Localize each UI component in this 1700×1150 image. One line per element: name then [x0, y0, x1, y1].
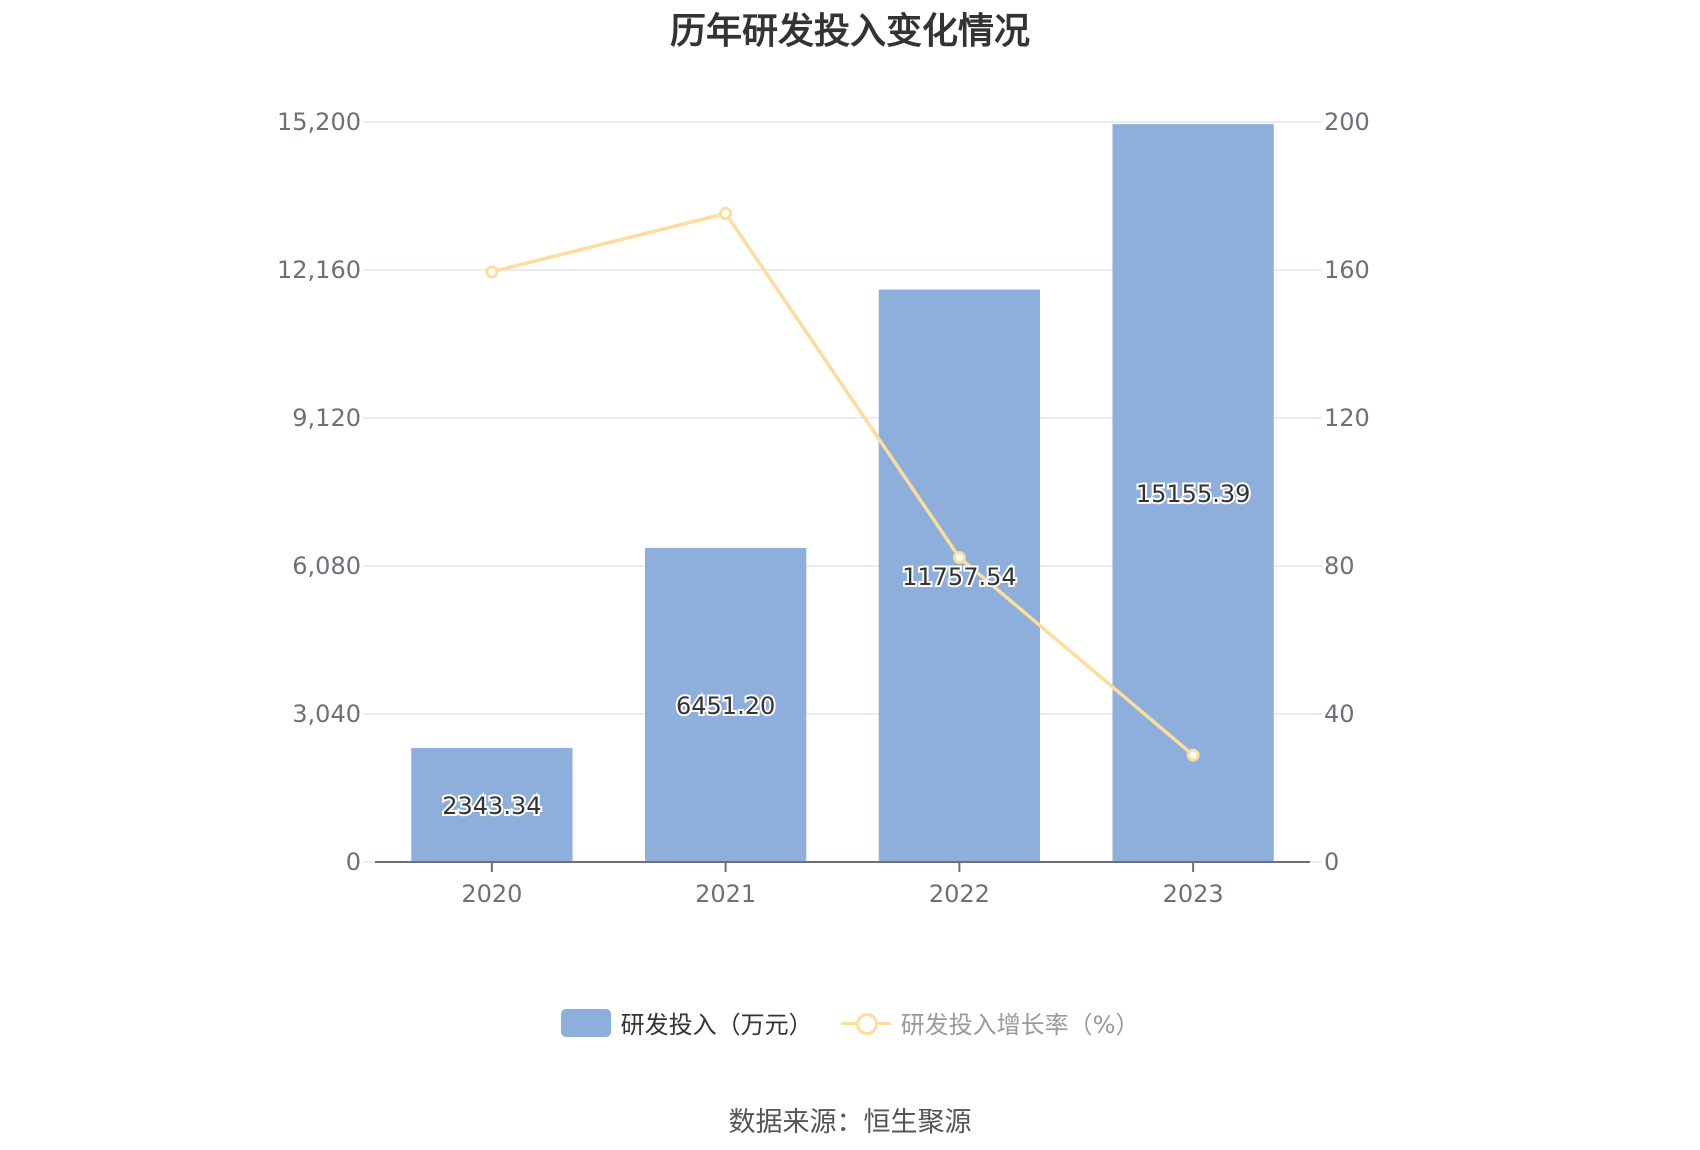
bar-data-label: 2343.34 — [442, 792, 541, 820]
legend: 研发投入（万元） 研发投入增长率（%） — [0, 1005, 1700, 1040]
legend-line-swatch — [840, 1009, 891, 1037]
growth-rate-point — [485, 265, 499, 279]
legend-label-rd-investment: 研发投入（万元） — [620, 1011, 813, 1039]
y-left-tick-label: 12,160 — [277, 256, 361, 284]
bar — [878, 289, 1041, 862]
growth-rate-point — [719, 206, 733, 220]
growth-rate-line — [491, 211, 1195, 757]
line-layer — [485, 206, 1200, 762]
legend-bar-swatch — [560, 1008, 611, 1037]
y-left-tick-label: 6,080 — [292, 552, 361, 580]
source-note: 数据来源：恒生聚源 — [728, 1107, 972, 1138]
axis-layer: 0 0 3,040 40 6,080 80 9,120 120 12,160 160 15,200 2… — [277, 108, 1370, 908]
chart-title: 历年研发投入变化情况 — [669, 11, 1030, 52]
y-left-tick-label: 0 — [346, 848, 361, 876]
x-tick-label: 2022 — [929, 880, 990, 908]
y-left-tick-label: 15,200 — [277, 108, 361, 136]
bar-data-label: 6451.20 — [676, 692, 775, 720]
x-tick-label: 2023 — [1163, 880, 1224, 908]
y-left-tick-label: 3,040 — [292, 700, 361, 728]
growth-rate-point — [952, 550, 966, 564]
y-right-tick-label: 40 — [1324, 700, 1355, 728]
legend-label-growth-rate: 研发投入增长率（%） — [900, 1011, 1140, 1039]
legend-item-growth-rate[interactable]: 研发投入增长率（%） — [840, 1005, 1140, 1040]
growth-rate-point — [1186, 748, 1200, 762]
y-left-tick-label: 9,120 — [292, 404, 361, 432]
label-layer: 2343.34 6451.20 11757.54 15155.39 — [440, 478, 1252, 822]
bar — [1112, 124, 1274, 862]
y-right-tick-label: 80 — [1324, 552, 1355, 580]
y-right-tick-label: 160 — [1324, 256, 1370, 284]
bar — [644, 547, 807, 862]
bar-data-label: 11757.54 — [902, 563, 1017, 591]
x-tick-label: 2021 — [695, 880, 756, 908]
y-right-tick-label: 120 — [1324, 404, 1370, 432]
y-right-tick-label: 0 — [1324, 848, 1339, 876]
bar-data-label: 15155.39 — [1136, 480, 1251, 508]
x-tick-label: 2020 — [461, 880, 522, 908]
legend-item-rd-investment[interactable]: 研发投入（万元） — [560, 1005, 813, 1040]
y-right-tick-label: 200 — [1324, 108, 1370, 136]
bar-layer — [411, 124, 1274, 862]
bar — [411, 747, 573, 862]
